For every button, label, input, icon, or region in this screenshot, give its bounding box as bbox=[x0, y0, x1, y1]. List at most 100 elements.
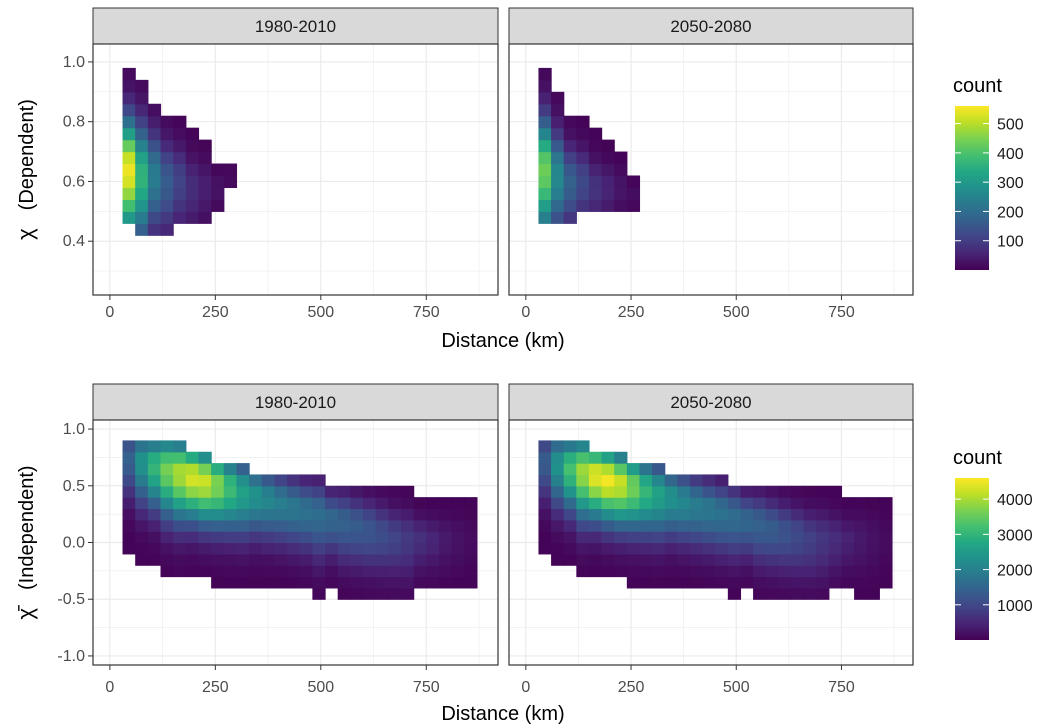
heatmap-bin bbox=[211, 531, 225, 544]
heatmap-bin bbox=[816, 553, 830, 566]
heatmap-bin bbox=[563, 519, 577, 532]
heatmap-bin bbox=[828, 497, 843, 510]
heatmap-bin bbox=[740, 485, 754, 498]
heatmap-bin bbox=[122, 187, 136, 200]
heatmap-bin bbox=[753, 576, 767, 589]
heatmap-bin bbox=[211, 463, 225, 476]
heatmap-bin bbox=[400, 485, 415, 498]
heatmap-bin bbox=[790, 531, 805, 544]
heatmap-bin bbox=[639, 508, 653, 521]
heatmap-bin bbox=[778, 576, 792, 589]
heatmap-bin bbox=[135, 440, 149, 453]
heatmap-bin bbox=[551, 463, 565, 476]
heatmap-bin bbox=[122, 91, 136, 105]
heatmap-bin bbox=[375, 497, 389, 510]
heatmap-bin bbox=[727, 542, 742, 555]
heatmap-bin bbox=[601, 199, 615, 212]
heatmap-bin bbox=[261, 576, 276, 589]
heatmap-bin bbox=[337, 553, 351, 566]
heatmap-bin bbox=[727, 553, 742, 566]
heatmap-bin bbox=[576, 199, 590, 212]
heatmap-bin bbox=[236, 463, 250, 476]
heatmap-bin bbox=[828, 542, 843, 555]
heatmap-bin bbox=[677, 576, 691, 589]
heatmap-bin bbox=[223, 542, 238, 555]
heatmap-bin bbox=[147, 127, 162, 141]
heatmap-bin bbox=[261, 508, 276, 521]
heatmap-bin bbox=[464, 565, 478, 578]
heatmap-bin bbox=[664, 531, 678, 544]
heatmap-bin bbox=[299, 565, 313, 578]
heatmap-bin bbox=[765, 576, 779, 589]
heatmap-bin bbox=[312, 542, 326, 555]
heatmap-bin bbox=[147, 531, 162, 544]
y-tick-label: 0.8 bbox=[63, 114, 85, 131]
heatmap-bin bbox=[601, 542, 615, 555]
heatmap-bin bbox=[211, 576, 225, 589]
heatmap-bin bbox=[626, 187, 641, 200]
heatmap-bin bbox=[160, 151, 174, 165]
heatmap-bin bbox=[563, 474, 577, 487]
heatmap-bin bbox=[173, 151, 187, 165]
heatmap-bin bbox=[841, 508, 855, 521]
heatmap-bin bbox=[185, 485, 200, 498]
heatmap-bin bbox=[451, 519, 465, 532]
heatmap-bin bbox=[778, 542, 792, 555]
heatmap-bin bbox=[325, 519, 339, 532]
heatmap-bin bbox=[337, 519, 351, 532]
heatmap-bin bbox=[160, 565, 174, 578]
heatmap-bin bbox=[135, 474, 149, 487]
heatmap-bin bbox=[337, 508, 351, 521]
heatmap-bin bbox=[135, 519, 149, 532]
heatmap-bin bbox=[816, 565, 830, 578]
heatmap-bin bbox=[614, 553, 628, 566]
heatmap-bin bbox=[576, 531, 590, 544]
heatmap-bin bbox=[185, 519, 200, 532]
heatmap-bin bbox=[198, 451, 212, 464]
heatmap-bin bbox=[576, 485, 590, 498]
heatmap-bin bbox=[287, 576, 301, 589]
panel-top-2: 2050-2080 0 250 500 750 bbox=[508, 7, 914, 321]
heatmap-bin bbox=[588, 519, 603, 532]
heatmap-bin bbox=[413, 508, 427, 521]
heatmap-bin bbox=[135, 508, 149, 521]
heatmap-bin bbox=[563, 163, 577, 177]
heatmap-bin bbox=[388, 485, 402, 498]
heatmap-bin bbox=[400, 565, 415, 578]
heatmap-bin bbox=[261, 497, 276, 510]
heatmap-bin bbox=[160, 211, 174, 224]
heatmap-bin bbox=[160, 474, 174, 487]
heatmap-bin bbox=[261, 553, 276, 566]
heatmap-bin bbox=[173, 463, 187, 476]
heatmap-bin bbox=[160, 542, 174, 555]
heatmap-bin bbox=[160, 440, 174, 453]
heatmap-bin bbox=[740, 542, 754, 555]
heatmap-bin bbox=[299, 508, 313, 521]
heatmap-bin bbox=[147, 199, 162, 212]
heatmap-bin bbox=[614, 199, 628, 212]
heatmap-bin bbox=[828, 519, 843, 532]
heatmap-bin bbox=[173, 553, 187, 566]
heatmap-bin bbox=[816, 485, 830, 498]
heatmap-bin bbox=[375, 553, 389, 566]
heatmap-bin bbox=[211, 565, 225, 578]
heatmap-bin bbox=[652, 508, 666, 521]
heatmap-bin bbox=[816, 508, 830, 521]
heatmap-bin bbox=[639, 519, 653, 532]
heatmap-bin bbox=[588, 451, 603, 464]
heatmap-bin bbox=[173, 115, 187, 129]
heatmap-bin bbox=[715, 474, 729, 487]
heatmap-bins bbox=[122, 67, 238, 236]
heatmap-bin bbox=[639, 474, 653, 487]
y-tick-label: 0.0 bbox=[63, 535, 85, 552]
heatmap-bin bbox=[854, 553, 868, 566]
y-tick-label: 0.4 bbox=[63, 233, 85, 250]
heatmap-bin bbox=[841, 565, 855, 578]
heatmap-bin bbox=[551, 163, 565, 177]
heatmap-bin bbox=[551, 531, 565, 544]
y-tick-label: -0.5 bbox=[57, 591, 85, 608]
heatmap-bin bbox=[413, 519, 427, 532]
facet-row-bottom: 1980-2010 0 250 500 750 -1.0 -0.5 0.0 0.5 1.0 2050… bbox=[13, 383, 1033, 725]
heatmap-bin bbox=[626, 485, 641, 498]
heatmap-bin bbox=[677, 542, 691, 555]
